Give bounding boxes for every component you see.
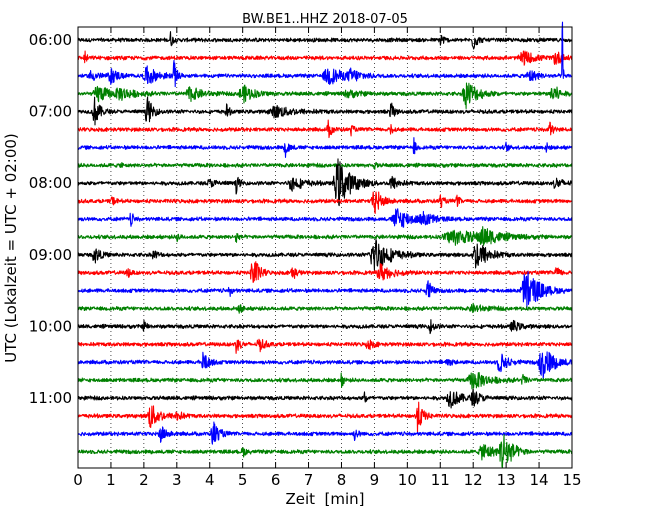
x-tick-label: 13 [497, 471, 516, 489]
y-tick-label: 10:00 [29, 317, 72, 335]
seismic-trace [77, 351, 573, 379]
seismic-trace [77, 158, 573, 207]
seismic-trace [77, 96, 573, 126]
seismic-trace [77, 319, 573, 335]
x-tick-label: 10 [398, 471, 417, 489]
x-axis-label: Zeit [min] [285, 490, 364, 508]
seismic-trace [77, 371, 573, 390]
trace-group [77, 21, 573, 469]
x-tick-label: 3 [172, 471, 182, 489]
seismic-trace [77, 50, 573, 66]
x-tick-label: 1 [106, 471, 116, 489]
y-tick-label: 06:00 [29, 31, 72, 49]
seismic-trace [77, 191, 573, 214]
seismic-trace [77, 31, 573, 50]
seismic-trace [77, 161, 573, 170]
x-tick-label: 8 [337, 471, 347, 489]
plot-frame [77, 26, 573, 469]
x-tick-label: 12 [464, 471, 483, 489]
y-tick-label: 07:00 [29, 103, 72, 121]
seismic-trace [77, 433, 573, 469]
seismic-trace [77, 119, 573, 139]
seismic-trace [77, 208, 573, 228]
x-tick-label: 7 [304, 471, 314, 489]
x-tick-label: 14 [530, 471, 549, 489]
x-tick-label: 6 [271, 471, 281, 489]
y-tick-label: 09:00 [29, 246, 72, 264]
grid-lines [110, 27, 540, 468]
seismic-trace [77, 302, 573, 314]
seismic-trace [77, 82, 573, 110]
seismic-trace [77, 401, 573, 433]
x-tick-label: 9 [370, 471, 380, 489]
x-tick-label: 4 [205, 471, 215, 489]
x-tick-label: 5 [238, 471, 248, 489]
seismic-trace [77, 226, 573, 246]
seismic-trace [77, 271, 573, 310]
x-tick-label: 0 [73, 471, 83, 489]
seismic-trace [77, 21, 573, 88]
x-tick-label: 11 [431, 471, 450, 489]
y-axis-ticks: 06:00 07:00 08:00 09:00 10:00 11:00 [29, 31, 572, 407]
seismic-trace [77, 239, 573, 271]
seismic-trace [77, 338, 573, 354]
x-axis-ticks: 0 1 2 3 4 5 6 7 8 9 10 11 12 13 14 15 [73, 27, 582, 489]
seismic-trace [77, 137, 573, 158]
seismic-trace [77, 261, 573, 283]
x-tick-label: 15 [562, 471, 581, 489]
seismic-trace [77, 388, 573, 409]
y-tick-label: 08:00 [29, 174, 72, 192]
x-tick-label: 2 [139, 471, 149, 489]
seismic-trace [77, 421, 573, 445]
y-axis-label: UTC (Lokalzeit = UTC + 02:00) [2, 133, 20, 363]
y-tick-label: 11:00 [29, 389, 72, 407]
chart-title: BW.BE1..HHZ 2018-07-05 [242, 12, 408, 27]
